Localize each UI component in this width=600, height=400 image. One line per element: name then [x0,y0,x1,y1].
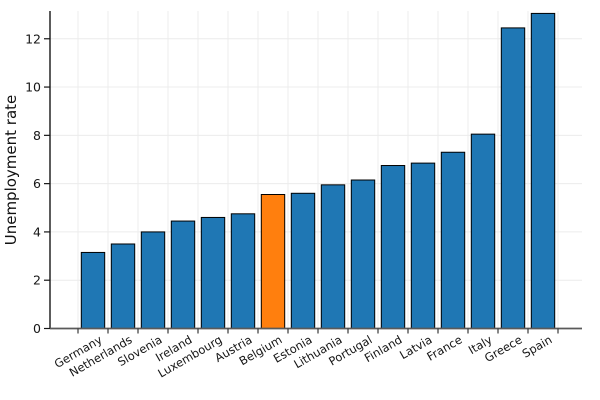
axes [44,11,582,334]
bars [80,12,556,330]
y-tick-label: 12 [25,31,41,46]
bar-austria [230,213,256,329]
bar-estonia [290,192,316,329]
bar-finland [380,165,406,329]
bar-lithuania [320,184,346,329]
y-tick-label: 0 [33,321,41,336]
bar-greece [500,27,526,330]
y-axis-label: Unemployment rate [2,95,20,246]
y-tick-label: 2 [33,273,41,288]
x-tick-label-spain: Spain [520,332,555,360]
bar-slovenia [140,231,166,329]
bar-ireland [170,220,196,329]
bar-spain [530,12,556,329]
bar-luxembourg [200,216,226,329]
x-tick-label-france: France [424,332,464,363]
bar-germany [80,251,106,329]
y-tick-label: 6 [33,176,41,191]
bar-france [440,151,466,329]
y-tick-label: 4 [33,224,41,239]
y-tick-label: 10 [25,80,41,95]
bar-latvia [410,162,436,329]
bar-netherlands [110,243,136,330]
y-tick-label: 8 [33,128,41,143]
gridlines [50,11,582,329]
bar-belgium [260,194,286,329]
bar-italy [470,133,496,329]
bar-portugal [350,179,376,329]
